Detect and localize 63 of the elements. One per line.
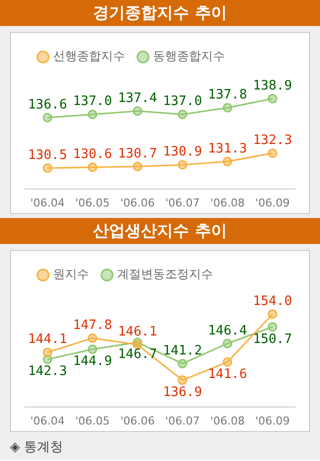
point xyxy=(178,375,188,385)
x-tick-label: '06.07 xyxy=(165,196,200,210)
data-label: 136.6 xyxy=(28,98,68,113)
text: ◈ 통계청 xyxy=(10,439,64,456)
data-label: 130.9 xyxy=(162,144,202,160)
point xyxy=(178,110,188,120)
point xyxy=(88,333,98,343)
data-label: 137.8 xyxy=(208,88,248,103)
data-label: 136.9 xyxy=(162,385,202,400)
x-tick-label: '06.09 xyxy=(255,414,290,428)
x-tick-label: '06.08 xyxy=(210,414,245,428)
data-label: 132.3 xyxy=(252,133,292,148)
point xyxy=(42,348,52,358)
data-label: 142.3 xyxy=(28,364,68,380)
data-label: 130.5 xyxy=(28,148,68,163)
legend-label: 선행종합지수 xyxy=(53,49,125,64)
chart-title: 산업생산지수 추이 xyxy=(0,218,320,244)
point xyxy=(132,106,142,116)
data-label: 130.6 xyxy=(72,147,112,162)
x-tick-label: '06.05 xyxy=(75,414,110,428)
data-label: 131.3 xyxy=(208,141,248,156)
data-label: 137.0 xyxy=(162,94,202,110)
data-label: 146.1 xyxy=(118,324,158,340)
data-label: 141.6 xyxy=(208,366,248,382)
point xyxy=(222,357,232,367)
chart-title: 경기종합지수 추이 xyxy=(0,0,320,26)
legend-label: 원지수 xyxy=(53,267,89,282)
point xyxy=(268,309,278,319)
point xyxy=(222,102,232,112)
data-label: 130.7 xyxy=(118,146,158,162)
data-label: 147.8 xyxy=(72,318,112,333)
data-label: 150.7 xyxy=(252,332,292,347)
data-label: 146.4 xyxy=(208,323,248,338)
data-label: 154.0 xyxy=(252,294,292,310)
legend-label: 동행종합지수 xyxy=(153,49,225,64)
point xyxy=(268,322,278,332)
legend-label: 계절변동조정지수 xyxy=(117,267,213,282)
data-label: 137.0 xyxy=(72,94,112,110)
point xyxy=(222,338,232,348)
x-tick-label: '06.07 xyxy=(165,414,200,428)
point xyxy=(88,162,98,172)
point xyxy=(222,156,232,166)
point xyxy=(268,148,278,158)
x-tick-label: '06.06 xyxy=(120,414,155,428)
data-label: 144.1 xyxy=(28,332,68,348)
point xyxy=(88,344,98,354)
point xyxy=(42,163,52,173)
point xyxy=(178,160,188,170)
x-tick-label: '06.08 xyxy=(210,196,245,210)
point xyxy=(88,110,98,120)
x-tick-label: '06.04 xyxy=(30,414,65,428)
data-label: 137.4 xyxy=(118,90,158,106)
x-tick-label: '06.06 xyxy=(120,196,155,210)
point xyxy=(132,162,142,172)
x-tick-label: '06.09 xyxy=(255,196,290,210)
data-label: 138.9 xyxy=(252,78,292,94)
data-label: 141.2 xyxy=(162,343,202,358)
data-label: 144.9 xyxy=(72,354,112,370)
point xyxy=(42,112,52,122)
point xyxy=(268,94,278,104)
x-tick-label: '06.05 xyxy=(75,196,110,210)
point xyxy=(178,358,188,368)
x-tick-label: '06.04 xyxy=(30,196,65,210)
